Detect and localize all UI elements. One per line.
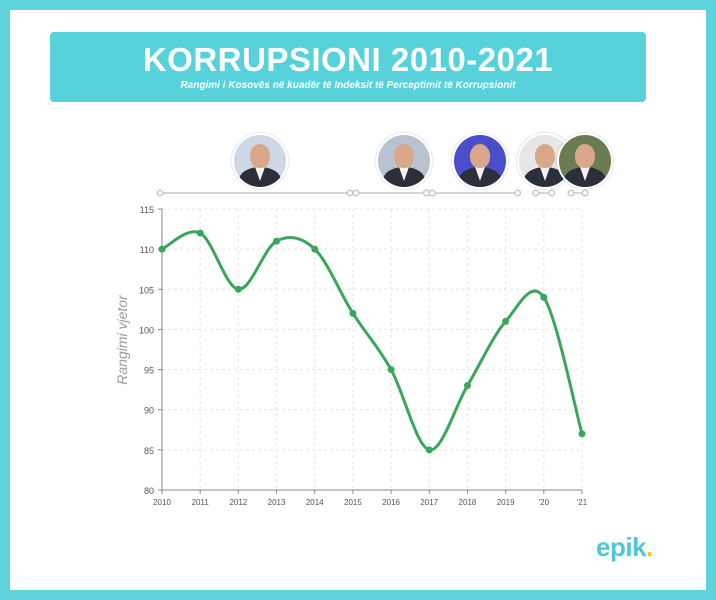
y-tick-label: 90 bbox=[144, 406, 154, 416]
portrait-shirt bbox=[255, 167, 265, 181]
y-tick-label: 100 bbox=[139, 325, 154, 335]
data-points bbox=[158, 229, 586, 454]
leader-portrait-icon bbox=[232, 133, 288, 189]
leader-portrait-icon bbox=[376, 133, 432, 189]
chart-grid bbox=[161, 208, 583, 491]
x-tick-label: 2014 bbox=[306, 498, 324, 507]
x-tick-label: 2011 bbox=[192, 498, 210, 507]
y-tick-label: 80 bbox=[144, 486, 154, 496]
y-tick-label: 95 bbox=[144, 366, 154, 376]
portrait-shirt bbox=[580, 167, 590, 181]
brand-name: epik bbox=[596, 532, 647, 562]
timeline-marker bbox=[346, 189, 354, 197]
y-tick-label: 115 bbox=[140, 205, 154, 215]
data-point bbox=[502, 317, 510, 325]
y-tick-label: 85 bbox=[144, 446, 154, 456]
timeline-marker bbox=[428, 189, 436, 197]
data-point bbox=[349, 309, 357, 317]
portrait-head bbox=[250, 144, 270, 168]
x-tick-labels: 2010 2011 2012 2013 2014 2015 2016 2017 2018 2019… bbox=[153, 490, 588, 507]
y-tick-labels: 80 85 90 95 100 105 110 115 bbox=[139, 205, 162, 496]
title-banner: KORRUPSIONI 2010-2021 Rangimi i Kosovës … bbox=[50, 32, 646, 102]
data-point bbox=[463, 382, 471, 390]
timeline-marker bbox=[514, 189, 522, 197]
timeline-marker bbox=[567, 189, 575, 197]
timeline-marker bbox=[156, 189, 164, 197]
y-axis-label: Rangimi vjetor bbox=[114, 294, 130, 385]
page-title: KORRUPSIONI 2010-2021 bbox=[142, 41, 554, 78]
x-tick-label: '21 bbox=[577, 498, 588, 507]
data-point bbox=[273, 237, 281, 245]
infographic-card bbox=[10, 10, 706, 590]
x-tick-label: 2012 bbox=[229, 498, 247, 507]
portrait-head bbox=[575, 144, 595, 168]
timeline-marker bbox=[548, 189, 556, 197]
data-point bbox=[196, 229, 204, 237]
brand-dot: . bbox=[646, 532, 653, 562]
y-tick-label: 105 bbox=[139, 285, 154, 295]
leader-portrait-icon bbox=[452, 133, 508, 189]
ranking-line bbox=[161, 230, 584, 452]
data-point bbox=[311, 245, 319, 253]
leader-timeline bbox=[156, 189, 589, 197]
page-subtitle: Rangimi i Kosovës në kuadër të Indeksit … bbox=[180, 80, 516, 91]
timeline-marker bbox=[352, 189, 360, 197]
y-tick-label: 110 bbox=[140, 245, 154, 255]
x-tick-label: 2010 bbox=[153, 498, 171, 507]
x-tick-label: 2015 bbox=[344, 498, 362, 507]
portrait-shirt bbox=[540, 167, 550, 181]
x-tick-label: 2017 bbox=[420, 498, 438, 507]
epik-logo: epik. bbox=[596, 532, 653, 563]
data-point bbox=[387, 366, 395, 374]
portrait-shirt bbox=[475, 167, 485, 181]
portrait-head bbox=[470, 144, 490, 168]
leader-portrait-icon bbox=[557, 133, 613, 189]
x-tick-label: 2019 bbox=[497, 498, 515, 507]
data-point bbox=[158, 245, 166, 253]
portrait-head bbox=[535, 144, 555, 168]
data-point bbox=[578, 430, 586, 438]
timeline-marker bbox=[532, 189, 540, 197]
x-tick-label: 2018 bbox=[459, 498, 477, 507]
timeline-marker bbox=[422, 189, 430, 197]
data-point bbox=[425, 446, 433, 454]
x-tick-label: 2013 bbox=[268, 498, 286, 507]
portrait-shirt bbox=[399, 167, 409, 181]
timeline-marker bbox=[581, 189, 589, 197]
data-point bbox=[540, 293, 548, 301]
x-tick-label: 2016 bbox=[382, 498, 400, 507]
x-tick-label: '20 bbox=[539, 498, 550, 507]
data-point bbox=[234, 285, 242, 293]
portrait-head bbox=[394, 144, 414, 168]
chart-axes bbox=[161, 209, 582, 491]
